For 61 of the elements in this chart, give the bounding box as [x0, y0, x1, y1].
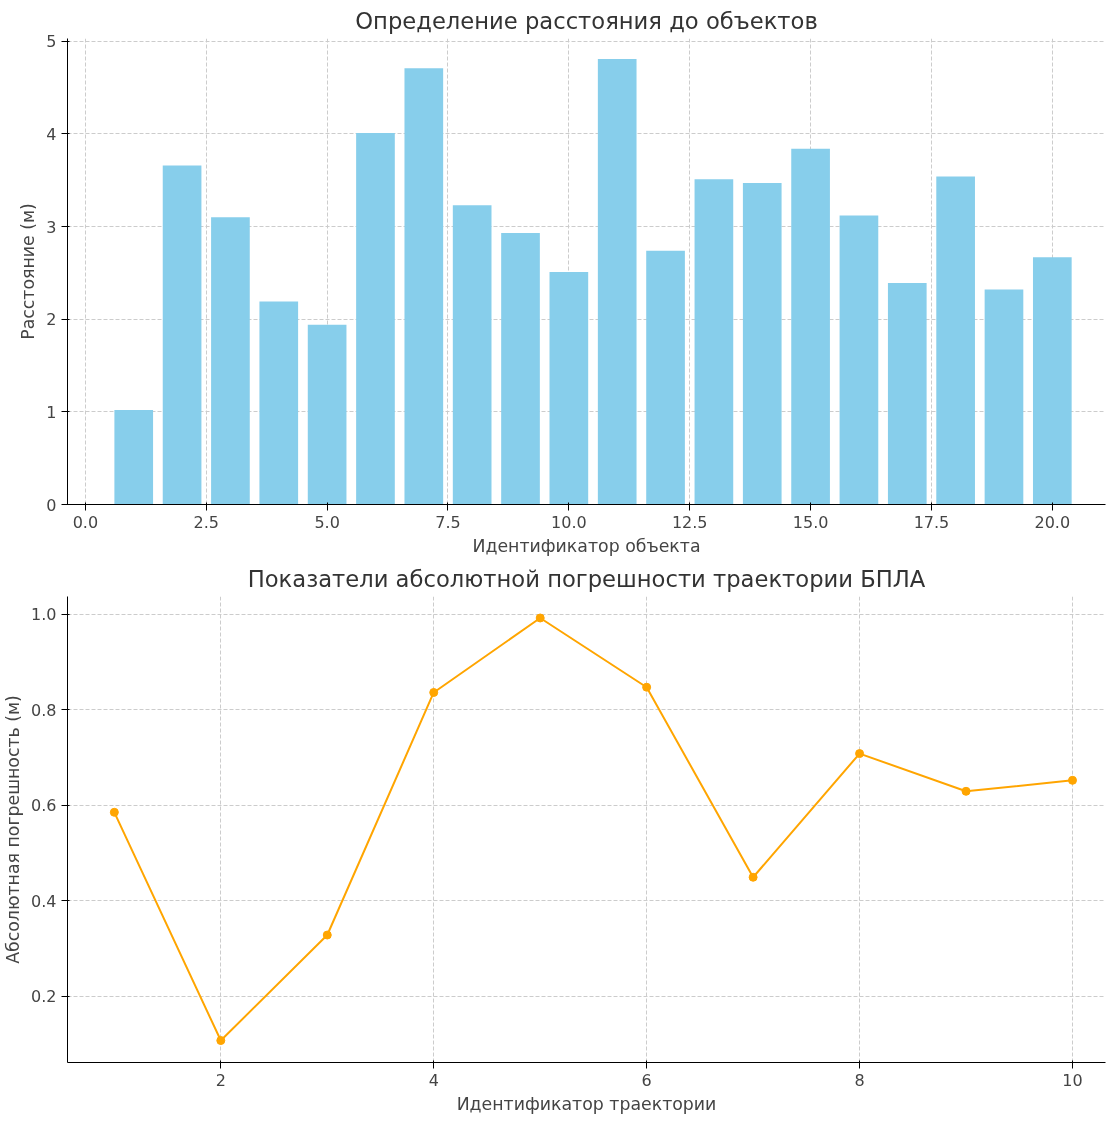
- bar: [162, 165, 202, 505]
- x-tick-label: 5.0: [314, 512, 340, 532]
- point: [216, 1036, 226, 1046]
- y-axis-title: Расстояние (м): [18, 203, 39, 340]
- y-tick-label: 0.2: [31, 987, 57, 1007]
- bar: [307, 324, 347, 505]
- y-tick-label: 2: [46, 310, 57, 330]
- point: [642, 682, 652, 692]
- point: [322, 930, 332, 940]
- x-tick-label: 15.0: [792, 512, 829, 532]
- x-tick-label: 2.5: [193, 512, 219, 532]
- point: [535, 613, 545, 623]
- bar: [404, 68, 444, 505]
- y-tick-label: 5: [46, 32, 57, 52]
- point: [429, 687, 439, 697]
- bar: [646, 250, 685, 505]
- x-axis-title: Идентификатор траектории: [456, 1093, 717, 1114]
- bar: [742, 183, 782, 505]
- bar: [791, 148, 830, 505]
- bar: [839, 215, 879, 505]
- bar: [356, 133, 395, 505]
- bar: [211, 217, 250, 505]
- chart-title: Определение расстояния до объектов: [355, 7, 818, 34]
- x-tick-label: 17.5: [913, 512, 950, 532]
- bar: [984, 289, 1024, 505]
- x-tick-label: 20.0: [1034, 512, 1071, 532]
- x-tick-label: 0.0: [72, 512, 99, 532]
- bar: [887, 283, 927, 505]
- x-tick-label: 10: [1062, 1070, 1083, 1090]
- point: [109, 807, 119, 817]
- bar: [1032, 257, 1072, 505]
- y-tick-label: 3: [46, 217, 57, 237]
- y-tick-label: 0.8: [31, 700, 57, 720]
- x-tick-label: 12.5: [671, 512, 708, 532]
- bar: [501, 233, 540, 505]
- x-tick-label: 6: [641, 1070, 652, 1090]
- y-tick-label: 1.0: [31, 605, 57, 625]
- y-tick-label: 1: [46, 402, 57, 422]
- y-axis-title: Абсолютная погрешность (м): [3, 695, 24, 964]
- point: [748, 872, 758, 882]
- bar: [259, 301, 299, 505]
- y-tick-label: 0: [46, 495, 57, 515]
- bar: [452, 205, 492, 505]
- y-tick-label: 0.4: [31, 891, 57, 911]
- x-tick-label: 2: [215, 1070, 226, 1090]
- bar: [694, 179, 734, 505]
- bar: [549, 271, 589, 505]
- point: [855, 749, 865, 759]
- bar: [114, 410, 154, 505]
- chart-title: Показатели абсолютной погрешности траектории БПЛА: [247, 565, 926, 592]
- bar: [597, 58, 637, 505]
- y-tick-label: 0.6: [31, 796, 57, 816]
- x-axis-title: Идентификатор объекта: [472, 535, 701, 556]
- x-tick-label: 4: [428, 1070, 439, 1090]
- x-tick-label: 10.0: [551, 512, 587, 532]
- y-tick-label: 4: [46, 124, 57, 144]
- x-tick-label: 8: [854, 1070, 865, 1090]
- point: [961, 786, 971, 796]
- point: [1068, 775, 1077, 785]
- x-tick-label: 7.5: [435, 512, 461, 532]
- bar: [936, 176, 975, 505]
